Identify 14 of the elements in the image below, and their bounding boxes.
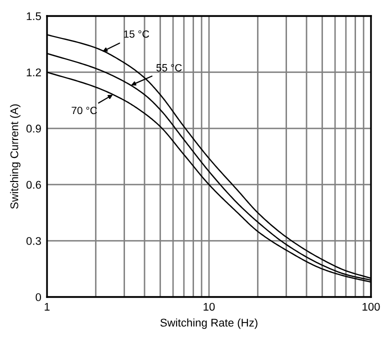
annotation: 70 °C — [72, 106, 97, 114]
y-tick-label: 0 — [36, 293, 42, 302]
x-tick-label: 10 — [204, 302, 215, 311]
x-tick-label: 100 — [362, 302, 380, 311]
y-tick-label: 0.3 — [26, 237, 41, 245]
x-axis-title: Switching Rate (Hz) — [160, 318, 258, 329]
y-tick-label: 0.6 — [26, 180, 41, 189]
annotation: 55 °C — [156, 64, 182, 72]
annotation: 15 °C — [124, 30, 150, 38]
x-tick-label: 1 — [44, 302, 50, 311]
y-axis-title: Switching Current (A) — [10, 104, 20, 209]
y-tick-label: 0.9 — [26, 124, 41, 133]
y-tick-label: 1.2 — [26, 68, 41, 76]
y-tick-label: 1.5 — [26, 12, 41, 20]
